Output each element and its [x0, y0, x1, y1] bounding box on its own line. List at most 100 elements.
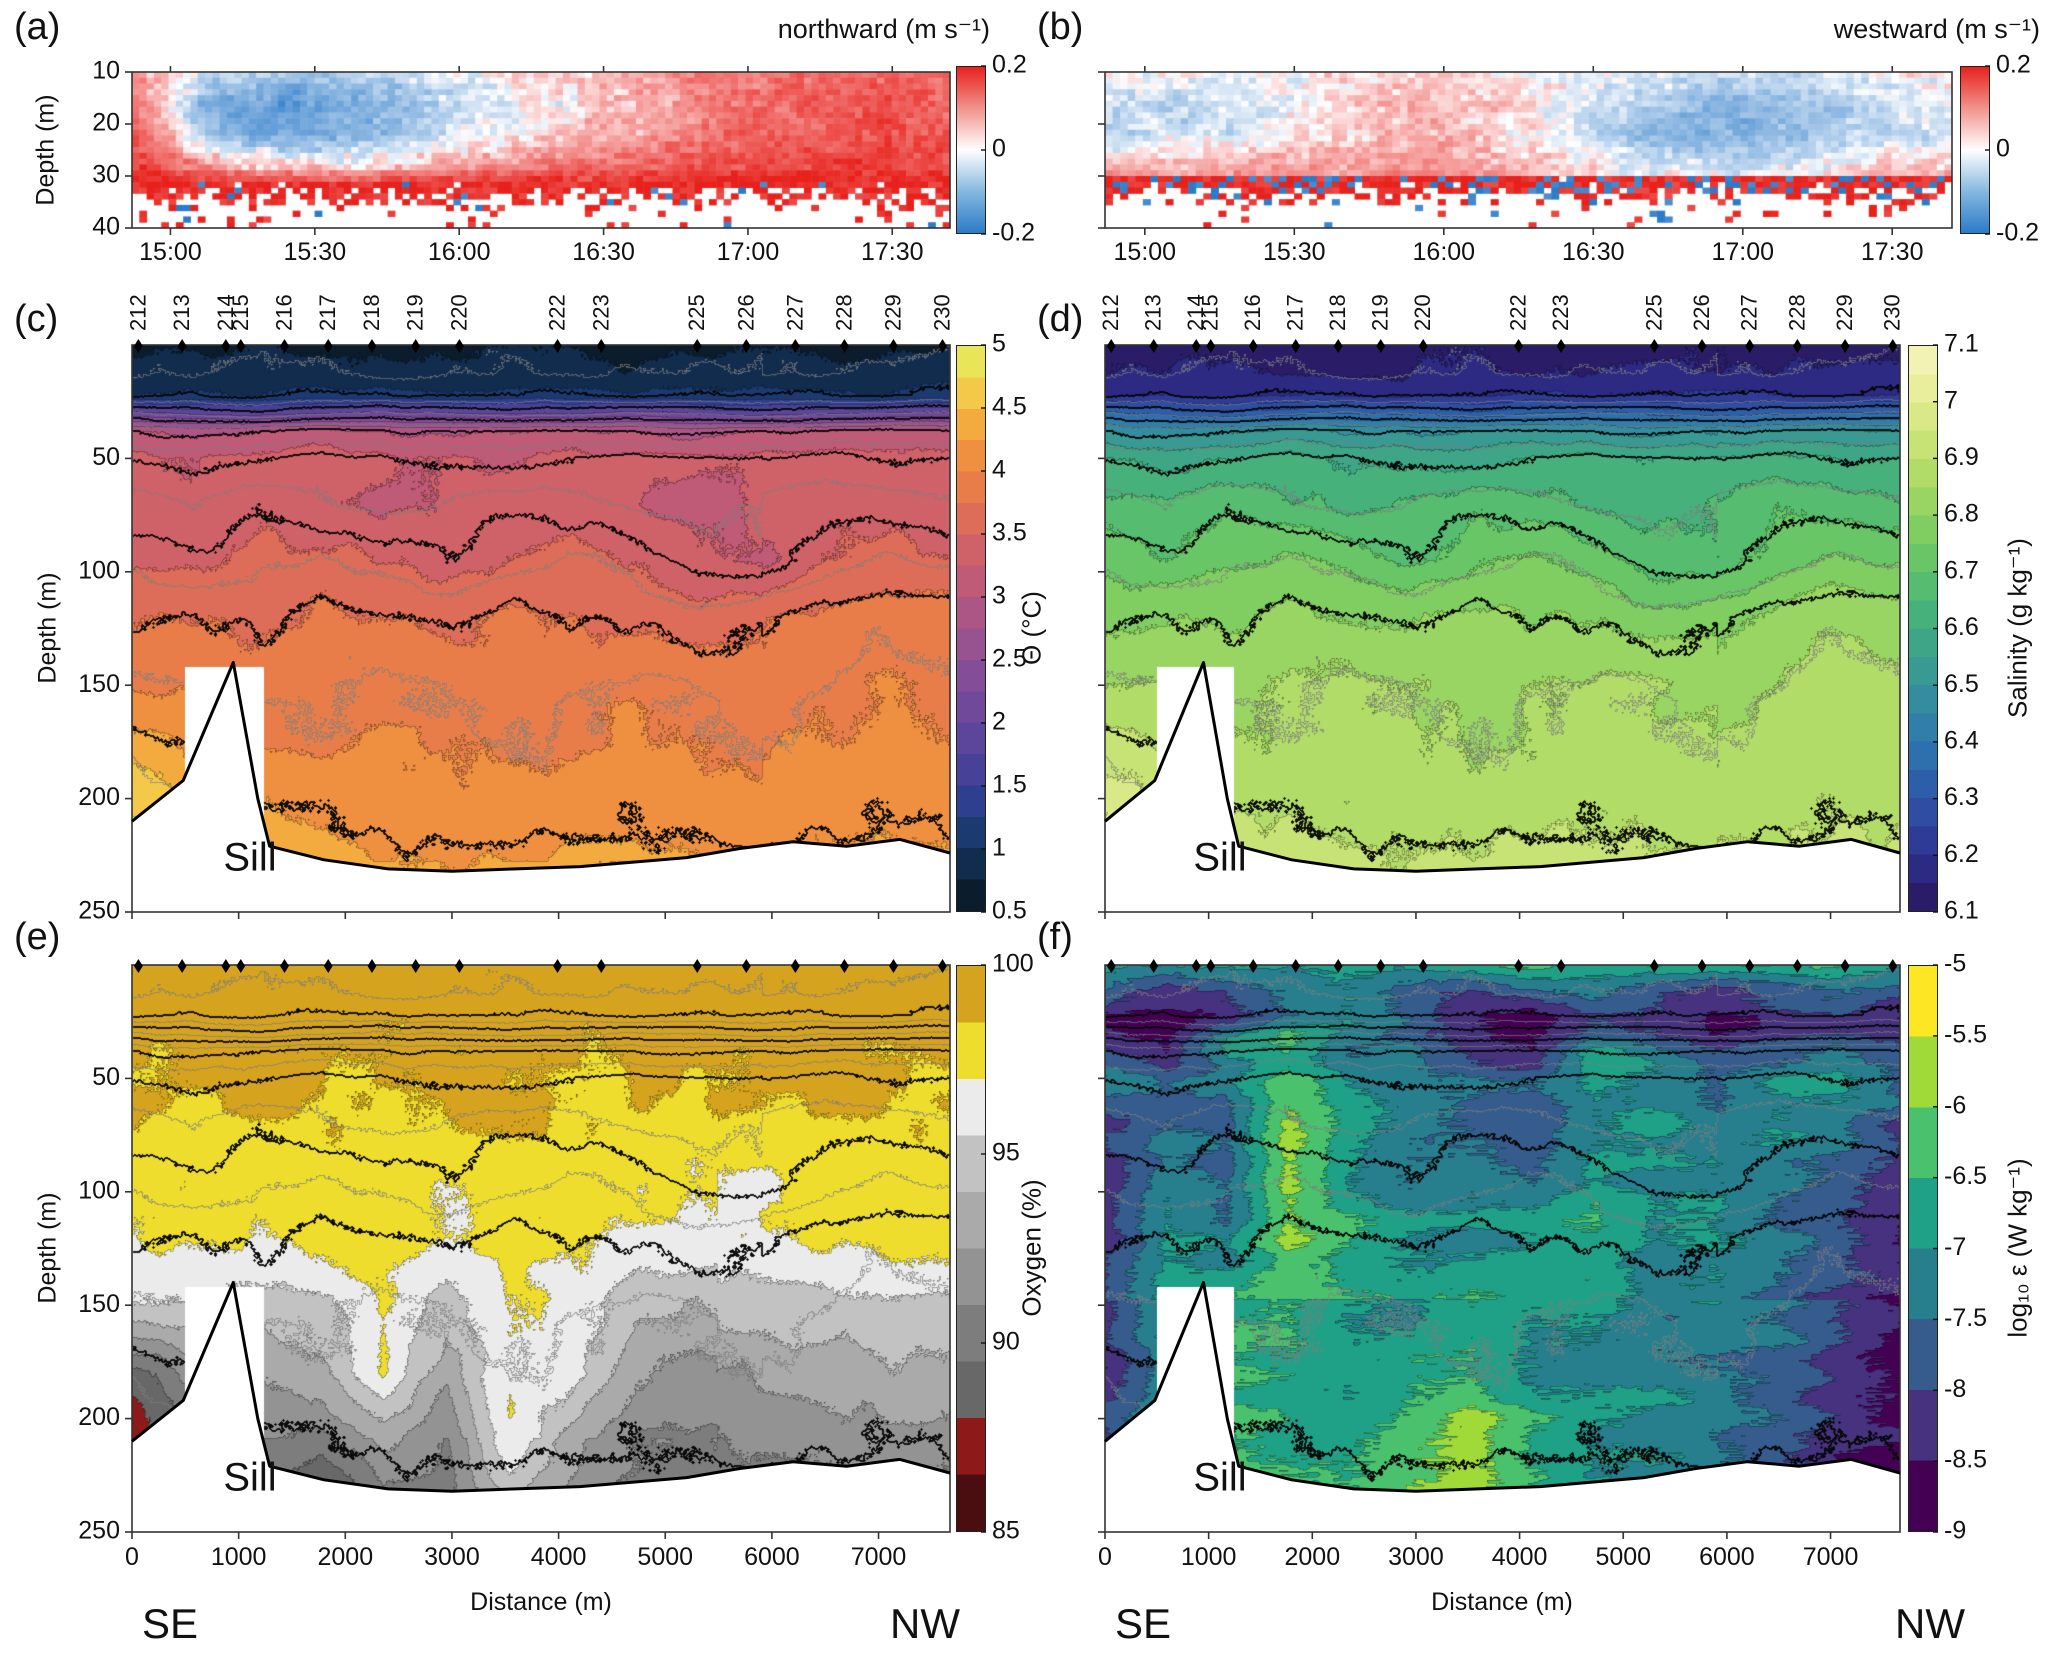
colorbar-tick-label: 4 — [992, 456, 1006, 484]
station-label: 219 — [1368, 294, 1393, 331]
distance-tick-label: 0 — [1098, 1543, 1112, 1571]
station-label: 214 — [1183, 294, 1208, 331]
colorbar-tick-label: 3.5 — [992, 519, 1027, 547]
colorbar-tick-label: -7.5 — [1944, 1304, 1987, 1332]
depth-tick-label: 50 — [92, 1063, 120, 1091]
station-label: 220 — [446, 294, 471, 331]
dissipation-colorbar-title: log₁₀ ε (W kg⁻¹) — [2002, 1158, 2033, 1338]
colorbar-tick-label: 0.2 — [1996, 51, 2031, 79]
distance-tick-label: 5000 — [1595, 1543, 1651, 1571]
westward-velocity-heatmap — [1105, 72, 1952, 228]
station-label: 215 — [228, 294, 253, 331]
station-label: 225 — [684, 294, 709, 331]
colorbar-tick-label: 4.5 — [992, 393, 1027, 421]
time-tick-label: 15:30 — [1263, 238, 1326, 266]
colorbar-tick-label: 6.6 — [1944, 613, 1979, 641]
station-label: 222 — [1506, 294, 1531, 331]
station-label: 229 — [880, 294, 905, 331]
oxygen-colorbar-title: Oxygen (%) — [1016, 1179, 1047, 1317]
distance-tick-label: 3000 — [424, 1543, 480, 1571]
station-label: 230 — [930, 294, 955, 331]
colorbar-tick-label: -0.2 — [1996, 219, 2039, 247]
station-label: 229 — [1832, 294, 1857, 331]
station-label: 227 — [782, 294, 807, 331]
depth-tick-label: 250 — [78, 897, 120, 925]
depth-tick-label: 20 — [92, 109, 120, 137]
se-label-right: SE — [1114, 1600, 1172, 1647]
depth-tick-label: 150 — [78, 1290, 120, 1318]
colorbar-tick-label: 6.1 — [1944, 897, 1979, 925]
colorbar-tick-label: 6.5 — [1944, 670, 1979, 698]
station-label: 228 — [831, 294, 856, 331]
colorbar-tick-label: -9 — [1944, 1517, 1966, 1545]
station-label: 222 — [545, 294, 570, 331]
station-label: 230 — [1880, 294, 1905, 331]
station-label: 213 — [1141, 294, 1166, 331]
westward-title: westward (m s⁻¹) — [1833, 14, 2040, 44]
distance-tick-label: 5000 — [637, 1543, 693, 1571]
distance-tick-label: 7000 — [1803, 1543, 1859, 1571]
colorbar-tick-label: 95 — [992, 1139, 1020, 1167]
distance-axis-label-f: Distance (m) — [1431, 1588, 1573, 1616]
temperature-colorbar — [956, 345, 986, 912]
oxygen-section-plot — [132, 965, 950, 1532]
station-label: 215 — [1198, 294, 1223, 331]
depth-tick-label: 10 — [92, 57, 120, 85]
colorbar-tick-label: -8 — [1944, 1375, 1966, 1403]
depth-tick-label: 100 — [78, 556, 120, 584]
panel-letter-a: (a) — [14, 6, 61, 48]
se-label-left: SE — [141, 1600, 199, 1647]
distance-tick-label: 4000 — [1492, 1543, 1548, 1571]
station-label: 214 — [213, 294, 238, 331]
station-label: 220 — [1410, 294, 1435, 331]
depth-axis-label-e: Depth (m) — [33, 1192, 62, 1304]
colorbar-tick-label: 6.3 — [1944, 783, 1979, 811]
station-label: 216 — [1240, 294, 1265, 331]
station-label: 228 — [1784, 294, 1809, 331]
panel-letter-e: (e) — [14, 916, 61, 958]
station-label: 213 — [169, 294, 194, 331]
northward-title: northward (m s⁻¹) — [777, 14, 990, 44]
station-label: 217 — [315, 294, 340, 331]
time-tick-label: 17:00 — [717, 238, 780, 266]
colorbar-tick-label: -8.5 — [1944, 1446, 1987, 1474]
westward-colorbar — [1960, 66, 1990, 234]
temperature-section-plot — [132, 345, 950, 912]
station-label: 218 — [359, 294, 384, 331]
colorbar-tick-label: 2 — [992, 708, 1006, 736]
sill-annotation-e: Sill — [223, 1455, 277, 1500]
salinity-colorbar-title: Salinity (g kg⁻¹) — [2002, 538, 2033, 718]
depth-tick-label: 200 — [78, 1403, 120, 1431]
depth-tick-label: 50 — [92, 443, 120, 471]
time-tick-label: 17:30 — [861, 238, 924, 266]
sill-annotation-c: Sill — [223, 835, 277, 880]
distance-tick-label: 7000 — [851, 1543, 907, 1571]
salinity-section-plot — [1105, 345, 1900, 912]
depth-tick-label: 40 — [92, 213, 120, 241]
sill-annotation-f: Sill — [1193, 1455, 1247, 1500]
colorbar-tick-label: 85 — [992, 1517, 1020, 1545]
colorbar-tick-label: -5 — [1944, 950, 1966, 978]
colorbar-tick-label: 6.9 — [1944, 443, 1979, 471]
colorbar-tick-label: 0.2 — [992, 51, 1027, 79]
depth-tick-label: 250 — [78, 1517, 120, 1545]
station-label: 212 — [1098, 294, 1123, 331]
time-tick-label: 16:00 — [428, 238, 491, 266]
time-tick-label: 15:00 — [139, 238, 202, 266]
colorbar-tick-label: 6.4 — [1944, 727, 1979, 755]
northward-colorbar — [956, 66, 986, 234]
temperature-colorbar-title: Θ (°C) — [1016, 591, 1047, 665]
nw-label-left: NW — [890, 1600, 960, 1647]
colorbar-tick-label: -5.5 — [1944, 1020, 1987, 1048]
panel-letter-d: (d) — [1037, 298, 1084, 340]
time-tick-label: 16:30 — [1562, 238, 1625, 266]
time-tick-label: 16:30 — [572, 238, 635, 266]
depth-tick-label: 100 — [78, 1176, 120, 1204]
panel-letter-c: (c) — [14, 298, 59, 340]
colorbar-tick-label: 7.1 — [1944, 330, 1979, 358]
depth-tick-label: 30 — [92, 161, 120, 189]
time-tick-label: 15:30 — [284, 238, 347, 266]
distance-tick-label: 1000 — [211, 1543, 267, 1571]
colorbar-tick-label: 0 — [992, 135, 1006, 163]
colorbar-tick-label: -6.5 — [1944, 1162, 1987, 1190]
